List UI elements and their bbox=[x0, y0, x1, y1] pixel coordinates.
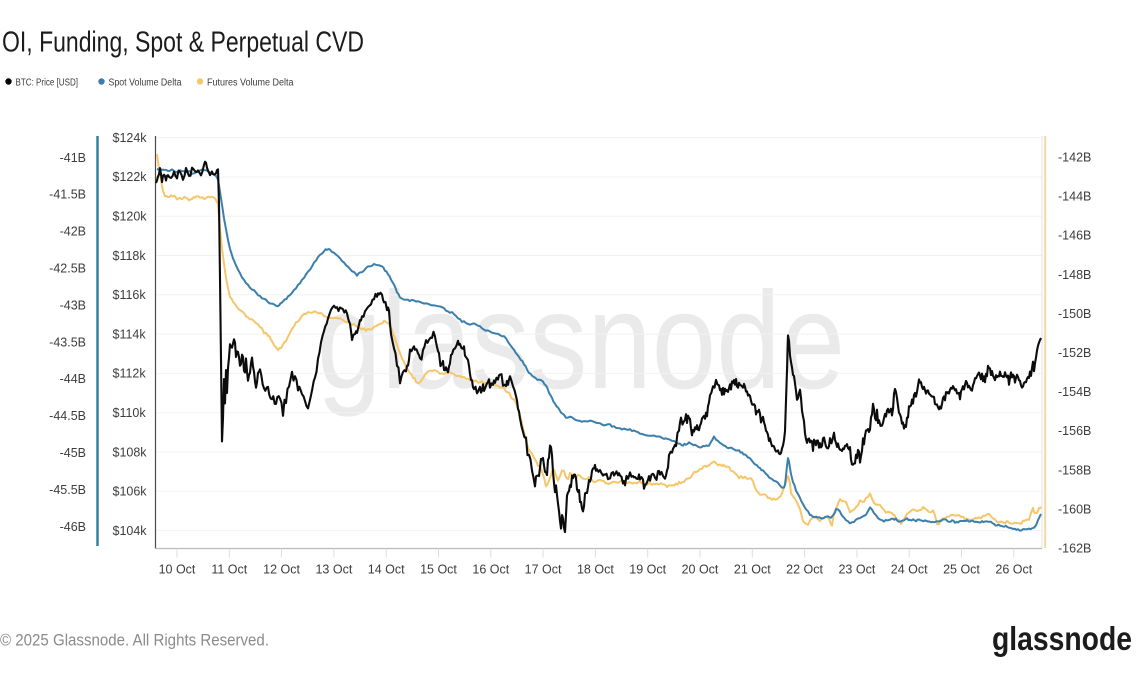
svg-text:16 Oct: 16 Oct bbox=[472, 563, 509, 577]
svg-text:-44B: -44B bbox=[60, 372, 86, 386]
svg-text:-148B: -148B bbox=[1058, 268, 1091, 282]
svg-text:-45B: -45B bbox=[60, 446, 86, 460]
svg-text:23 Oct: 23 Oct bbox=[838, 563, 875, 577]
svg-text:-152B: -152B bbox=[1058, 346, 1091, 360]
svg-text:-43B: -43B bbox=[60, 298, 86, 312]
svg-text:-46B: -46B bbox=[60, 520, 86, 534]
svg-text:-154B: -154B bbox=[1058, 385, 1091, 399]
svg-text:-160B: -160B bbox=[1058, 502, 1091, 516]
svg-text:$122k: $122k bbox=[113, 170, 148, 184]
svg-text:$114k: $114k bbox=[113, 327, 147, 341]
svg-text:$116k: $116k bbox=[113, 288, 147, 302]
svg-text:© 2025 Glassnode. All Rights R: © 2025 Glassnode. All Rights Reserved. bbox=[0, 631, 269, 650]
svg-text:$108k: $108k bbox=[113, 445, 148, 459]
svg-text:Futures Volume Delta: Futures Volume Delta bbox=[207, 77, 294, 88]
svg-text:21 Oct: 21 Oct bbox=[734, 563, 771, 577]
svg-text:BTC: Price [USD]: BTC: Price [USD] bbox=[16, 77, 79, 88]
svg-text:$106k: $106k bbox=[113, 485, 148, 499]
svg-text:-41.5B: -41.5B bbox=[49, 188, 86, 202]
svg-text:-156B: -156B bbox=[1058, 424, 1091, 438]
svg-text:26 Oct: 26 Oct bbox=[995, 563, 1032, 577]
svg-text:OI, Funding, Spot & Perpetual: OI, Funding, Spot & Perpetual CVD bbox=[2, 27, 364, 59]
svg-text:14 Oct: 14 Oct bbox=[368, 563, 405, 577]
svg-text:22 Oct: 22 Oct bbox=[786, 563, 823, 577]
svg-text:-146B: -146B bbox=[1058, 229, 1091, 243]
svg-text:-41B: -41B bbox=[60, 151, 86, 165]
svg-text:$110k: $110k bbox=[113, 406, 147, 420]
svg-text:-44.5B: -44.5B bbox=[49, 409, 86, 423]
svg-text:24 Oct: 24 Oct bbox=[891, 563, 928, 577]
svg-text:-158B: -158B bbox=[1058, 463, 1091, 477]
svg-text:-42B: -42B bbox=[60, 225, 86, 239]
svg-text:Spot Volume Delta: Spot Volume Delta bbox=[109, 77, 182, 88]
svg-text:glassnode: glassnode bbox=[317, 264, 845, 418]
svg-text:13 Oct: 13 Oct bbox=[315, 563, 352, 577]
svg-text:-162B: -162B bbox=[1058, 542, 1091, 556]
svg-text:-150B: -150B bbox=[1058, 307, 1091, 321]
svg-text:$120k: $120k bbox=[113, 210, 148, 224]
svg-text:-45.5B: -45.5B bbox=[49, 483, 86, 497]
svg-text:19 Oct: 19 Oct bbox=[629, 563, 666, 577]
svg-text:-144B: -144B bbox=[1058, 190, 1091, 204]
svg-text:25 Oct: 25 Oct bbox=[943, 563, 980, 577]
svg-text:-142B: -142B bbox=[1058, 151, 1091, 165]
svg-text:$112k: $112k bbox=[113, 367, 147, 381]
svg-text:-43.5B: -43.5B bbox=[49, 335, 86, 349]
svg-text:18 Oct: 18 Oct bbox=[577, 563, 614, 577]
svg-text:10 Oct: 10 Oct bbox=[159, 563, 196, 577]
svg-text:$104k: $104k bbox=[113, 524, 148, 538]
svg-text:$118k: $118k bbox=[113, 249, 147, 263]
svg-text:glassnode: glassnode bbox=[992, 620, 1132, 657]
svg-text:15 Oct: 15 Oct bbox=[420, 563, 457, 577]
svg-text:11 Oct: 11 Oct bbox=[211, 563, 247, 577]
svg-text:17 Oct: 17 Oct bbox=[525, 563, 562, 577]
svg-text:20 Oct: 20 Oct bbox=[682, 563, 719, 577]
svg-text:12 Oct: 12 Oct bbox=[263, 563, 300, 577]
svg-text:$124k: $124k bbox=[113, 131, 148, 145]
svg-text:-42.5B: -42.5B bbox=[49, 262, 86, 276]
